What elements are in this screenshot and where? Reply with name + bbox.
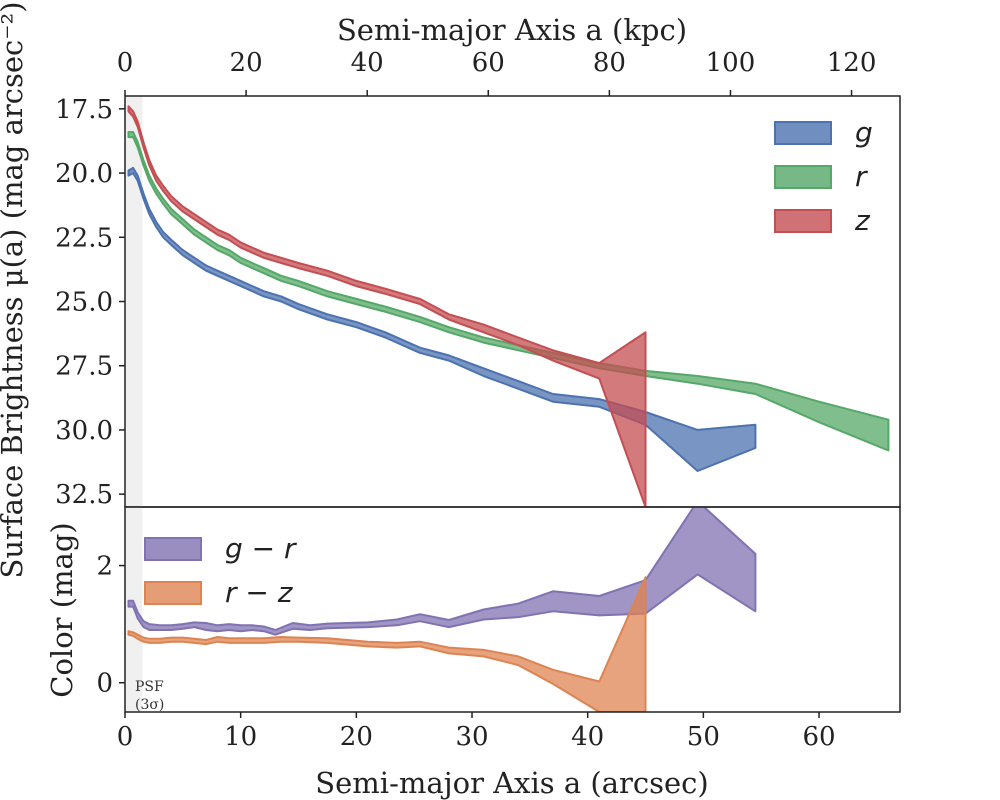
- top-y-tick-label: 27.5: [55, 352, 113, 382]
- top-y-tick-label: 25.0: [55, 288, 113, 318]
- top-x-tick-label: 100: [706, 48, 756, 78]
- bottom-x-tick-label: 10: [224, 722, 257, 752]
- top-x-tick-label: 60: [472, 48, 505, 78]
- legend-swatch-color: [144, 537, 202, 561]
- surface-brightness-panel: 17.5 20.0 22.5 25.0 27.5 30.0 32.5 0 20 40 60 80 100…: [55, 48, 901, 510]
- top-x-tick-label: 80: [593, 48, 626, 78]
- bottom-x-tick-label: 40: [571, 722, 604, 752]
- bottom-x-tick-label: 20: [340, 722, 373, 752]
- top-x-tick-label: 20: [230, 48, 263, 78]
- bottom-y-tick-label: 0: [96, 669, 113, 699]
- top-y-tick-label: 17.5: [55, 95, 113, 125]
- top-axis-title: Semi-major Axis a (kpc): [337, 13, 687, 47]
- bottom-x-tick-label: 60: [802, 722, 835, 752]
- legend-label-g: g: [855, 116, 873, 149]
- legend-label-color: g − r: [225, 532, 297, 565]
- top-series-group: [127, 105, 890, 507]
- bottom-axis-title: Semi-major Axis a (arcsec): [315, 766, 708, 800]
- top-x-tick-label: 40: [351, 48, 384, 78]
- series-band-gr: [127, 507, 757, 636]
- series-band-rz: [127, 576, 647, 712]
- series-band-g: [127, 166, 757, 472]
- top-y-tick-label: 20.0: [55, 159, 113, 189]
- bottom-series-group: [127, 507, 757, 712]
- top-y-axis-title: Surface Brightness μ(a) (mag arcsec⁻²): [0, 1, 29, 578]
- bottom-x-tick-label: 30: [455, 722, 488, 752]
- bottom-y-axis-title: Color (mag): [45, 522, 79, 697]
- top-legend: grz: [774, 116, 873, 237]
- legend-swatch-r: [774, 165, 832, 189]
- top-x-tick-label: 120: [827, 48, 877, 78]
- top-y-tick-label: 22.5: [55, 223, 113, 253]
- bottom-x-tick-label: 50: [687, 722, 720, 752]
- top-y-tick-label: 32.5: [55, 480, 113, 510]
- psf-label-line2: (3σ): [135, 697, 164, 713]
- bottom-panel-frame: [124, 506, 901, 713]
- bottom-y-tick-label: 2: [96, 552, 113, 582]
- top-x-tick-label: 0: [117, 48, 134, 78]
- legend-swatch-g: [774, 121, 832, 145]
- psf-band-top: [125, 96, 143, 507]
- top-y-tick-label: 30.0: [55, 416, 113, 446]
- axes-text: Semi-major Axis a (kpc) Semi-major Axis …: [0, 1, 709, 800]
- bottom-x-tick-label: 0: [117, 722, 134, 752]
- series-band-r: [127, 131, 890, 452]
- psf-label-line1: PSF: [135, 679, 164, 695]
- series-band-z: [127, 105, 647, 507]
- legend-swatch-z: [774, 209, 832, 233]
- color-panel: 020 10 20 30 40 50 60g − rr − z: [96, 506, 901, 752]
- legend-label-color: r − z: [225, 576, 294, 609]
- legend-label-z: z: [854, 204, 871, 237]
- legend-label-r: r: [855, 160, 868, 193]
- legend-swatch-color: [144, 581, 202, 605]
- bottom-legend: g − r r − z: [144, 532, 297, 609]
